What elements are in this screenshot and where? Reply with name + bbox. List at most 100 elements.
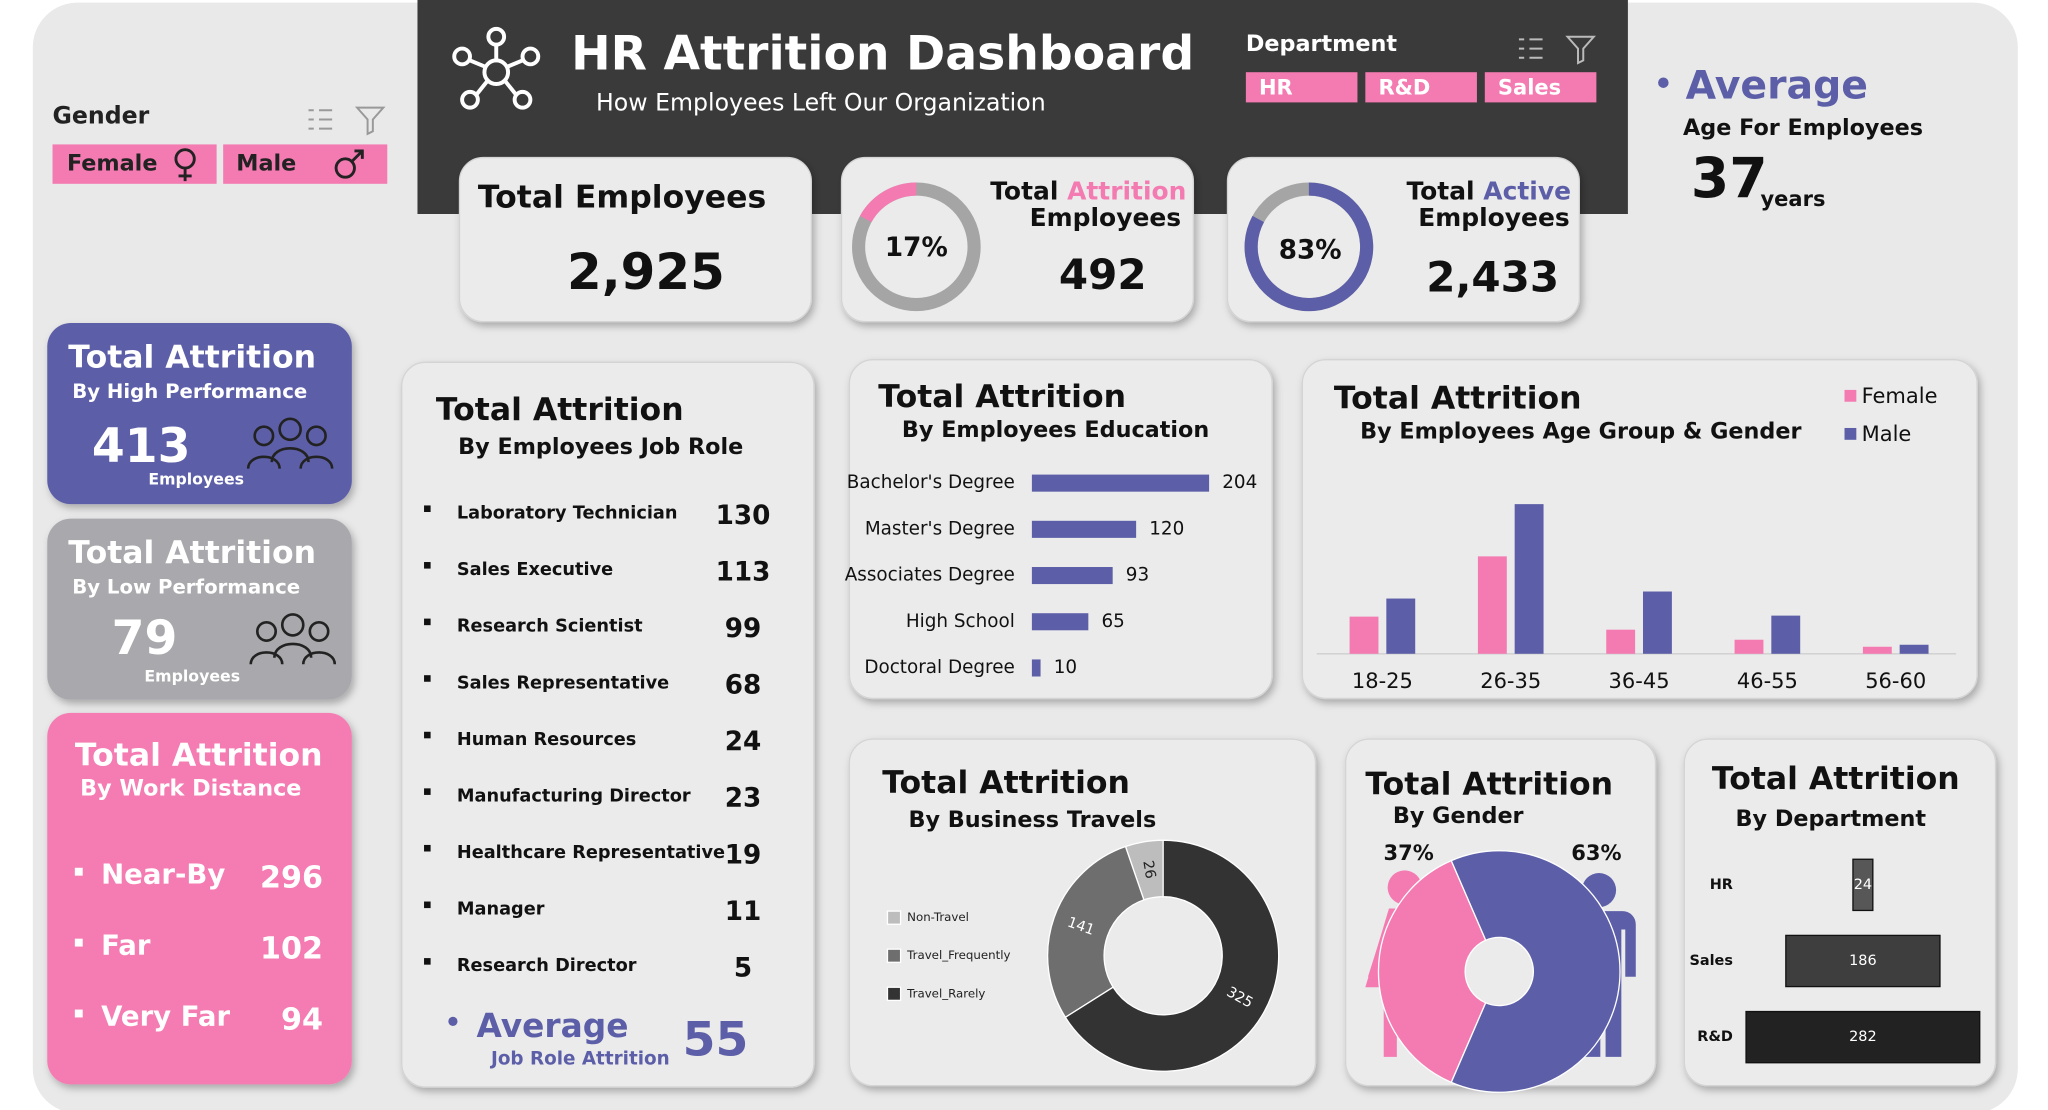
distance-value: 94 (281, 1002, 323, 1037)
filter-option[interactable]: Female (67, 151, 158, 177)
x-tick-label: 36-45 (1609, 669, 1670, 693)
kpi-card (840, 156, 1195, 323)
job-role-value: 5 (734, 953, 752, 983)
filter-option[interactable]: R&D (1378, 76, 1430, 100)
kpi-value: 492 (1059, 250, 1147, 299)
chart-title: Total Attrition (878, 379, 1126, 415)
category-label: Sales (1689, 953, 1732, 969)
bullet (1658, 77, 1669, 88)
bar (1514, 504, 1544, 654)
card-subtitle: By High Performance (72, 380, 307, 403)
filter-button[interactable] (1245, 72, 1358, 103)
kpi-label: Total Employees (478, 179, 766, 215)
logo (452, 26, 541, 110)
card-title: Total Attrition (68, 535, 316, 571)
bullet (424, 505, 431, 513)
filter-option[interactable]: Male (236, 151, 296, 177)
job-role-value: 68 (725, 671, 762, 701)
distance-label: Very Far (101, 1000, 230, 1032)
average-label: Average (477, 1007, 629, 1045)
kpi-percent: 83% (1279, 236, 1342, 266)
distance-value: 296 (260, 860, 323, 895)
bullet (424, 788, 431, 795)
bar (1386, 598, 1416, 654)
distance-label: Near-By (101, 859, 225, 891)
filter-option[interactable]: HR (1259, 76, 1293, 100)
card-unit: Employees (148, 469, 244, 488)
x-tick-label: 46-55 (1737, 669, 1798, 693)
data-label: 63% (1571, 841, 1621, 865)
bar (1734, 639, 1764, 654)
bullet (74, 938, 83, 947)
job-role-card (401, 361, 815, 1088)
kpi-value: 2,433 (1426, 252, 1559, 301)
data-label: 186 (1849, 953, 1877, 969)
kpi-label-part: Total (990, 177, 1058, 206)
donut-segment (1064, 839, 1280, 1072)
job-role-value: 11 (725, 897, 762, 927)
average-sublabel: Job Role Attrition (489, 1049, 670, 1070)
card-title: Total Attrition (75, 737, 323, 773)
legend-label: Travel_Frequently (906, 948, 1010, 962)
average-sublabel: Age For Employees (1683, 115, 1923, 141)
kpi-card (1226, 156, 1580, 323)
data-label: 26 (1139, 859, 1158, 880)
bar (1785, 934, 1941, 988)
chart-subtitle: By Employees Age Group & Gender (1360, 418, 1801, 444)
card-value: 79 (112, 611, 178, 666)
legend-label: Travel_Rarely (906, 986, 985, 1000)
bullet (424, 675, 431, 682)
chart-title: Total Attrition (1334, 380, 1582, 416)
card-subtitle: By Employees Job Role (458, 434, 743, 460)
filter-icons (308, 106, 386, 136)
chart-title: Total Attrition (882, 765, 1130, 801)
average-label: Average (1686, 62, 1868, 108)
bullet (424, 844, 431, 852)
average-unit: years (1760, 187, 1825, 211)
bullet (424, 618, 431, 626)
card-subtitle: By Work Distance (80, 776, 301, 802)
card-unit: Employees (144, 666, 240, 685)
job-role-value: 24 (725, 727, 762, 757)
job-role-label: Research Director (457, 956, 637, 976)
kpi-card (458, 156, 812, 323)
category-label: Doctoral Degree (864, 657, 1014, 678)
legend-swatch (886, 986, 902, 1002)
dashboard-title: HR Attrition Dashboard (571, 27, 1194, 82)
job-role-value: 130 (716, 501, 771, 531)
chart-subtitle: By Department (1736, 806, 1927, 832)
card-subtitle: By Low Performance (72, 575, 300, 598)
dashboard-subtitle: How Employees Left Our Organization (596, 88, 1046, 116)
job-role-list: Laboratory Technician 130 Sales Executive 1… (424, 501, 771, 983)
people-icon (246, 417, 334, 469)
filter-option[interactable]: Sales (1498, 76, 1561, 100)
data-label: 204 (1222, 472, 1257, 493)
bullet (424, 958, 431, 965)
kpi-label-highlight: Active (1483, 177, 1571, 206)
chart-subtitle: By Business Travels (908, 807, 1156, 833)
bar (1349, 616, 1379, 654)
bar (1031, 474, 1210, 492)
x-tick-label: 18-25 (1352, 669, 1413, 693)
filter-button[interactable] (1365, 72, 1477, 103)
x-tick-label: 26-35 (1480, 669, 1541, 693)
chart-card (1683, 738, 1997, 1087)
job-role-label: Manager (457, 900, 545, 920)
filter-button[interactable] (1484, 72, 1597, 103)
category-label: Bachelor's Degree (847, 472, 1015, 493)
legend-label: Female (1862, 384, 1938, 408)
donut-segment (1450, 850, 1621, 1093)
average-value: 55 (683, 1013, 749, 1068)
x-tick-label: 56-60 (1865, 669, 1926, 693)
kpi-label: Total Active (1406, 177, 1571, 206)
legend-swatch (886, 910, 902, 925)
bar (1642, 591, 1672, 654)
legend-swatch (1844, 389, 1857, 402)
job-role-value: 19 (725, 840, 762, 870)
filter-label: Department (1246, 31, 1398, 57)
legend-swatch (1844, 427, 1857, 440)
chart-subtitle: By Gender (1393, 803, 1524, 829)
data-label: 65 (1101, 611, 1124, 632)
